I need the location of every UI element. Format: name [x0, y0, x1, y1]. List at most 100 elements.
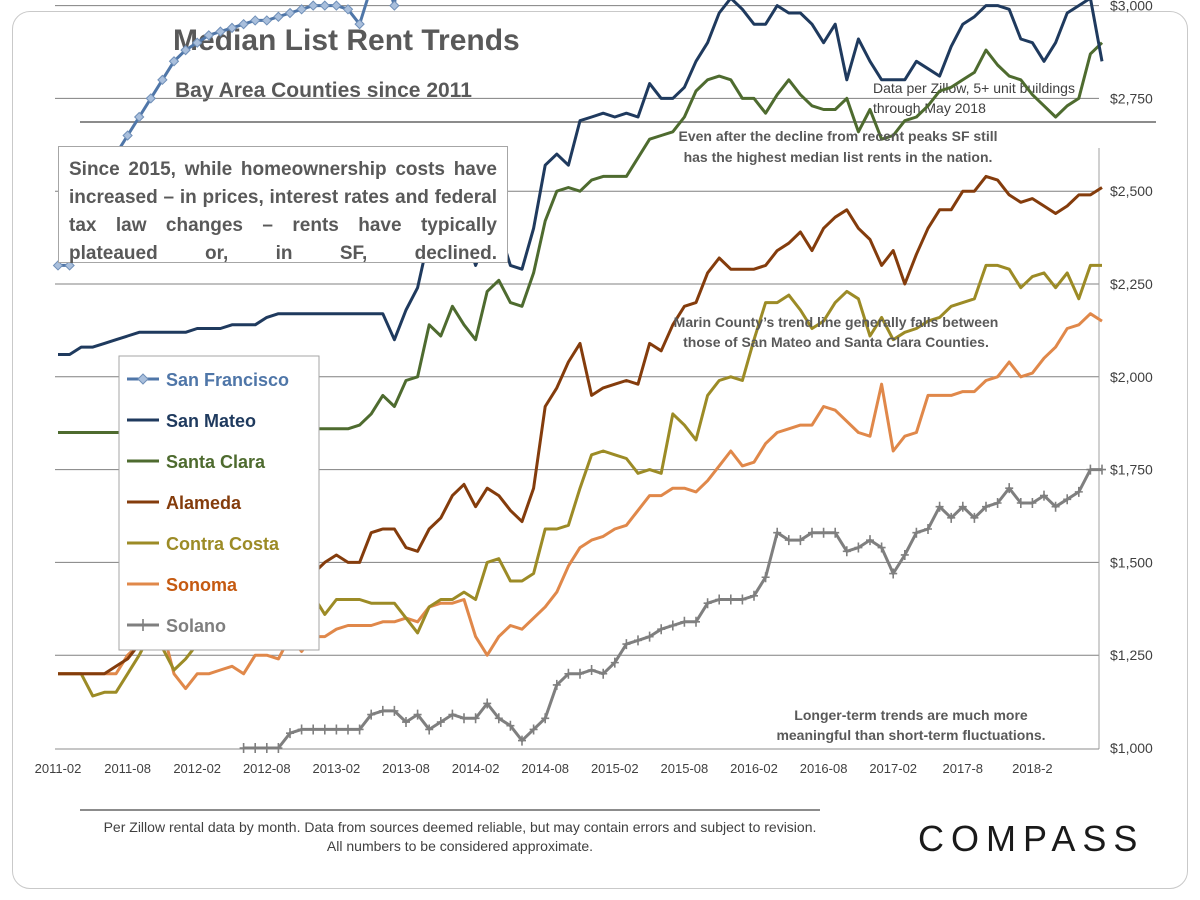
- legend-label: San Mateo: [166, 411, 256, 431]
- data-point: [389, 0, 400, 11]
- series-sonoma: [58, 312, 1103, 691]
- data-point: [402, 717, 410, 728]
- y-tick-label: $1,500: [1110, 554, 1153, 570]
- data-point: [448, 709, 457, 720]
- series-solano: [239, 464, 1106, 753]
- data-point: [1040, 490, 1048, 501]
- data-point: [1074, 486, 1083, 497]
- data-point: [1051, 501, 1060, 512]
- x-tick-label: 2012-02: [173, 761, 221, 776]
- data-point: [506, 720, 515, 731]
- series-san-mateo: [58, 0, 1104, 356]
- data-point: [831, 527, 840, 538]
- y-tick-label: $2,000: [1110, 369, 1153, 385]
- data-point: [367, 709, 376, 720]
- data-point: [715, 594, 724, 605]
- data-point: [273, 11, 284, 22]
- data-point: [342, 4, 354, 15]
- data-point: [284, 7, 296, 19]
- data-point: [947, 512, 956, 523]
- data-point: [622, 639, 631, 650]
- data-point: [52, 260, 64, 271]
- x-tick-label: 2017-8: [943, 761, 983, 776]
- data-point: [1098, 464, 1106, 475]
- data-point: [180, 44, 191, 56]
- data-point: [332, 724, 341, 735]
- data-point: [796, 535, 805, 546]
- data-point: [889, 568, 898, 579]
- data-point: [993, 498, 1002, 509]
- data-point: [680, 616, 689, 627]
- data-point: [958, 501, 967, 512]
- data-point: [483, 698, 492, 709]
- data-point: [1016, 498, 1025, 509]
- data-point: [877, 542, 886, 553]
- data-point: [576, 668, 584, 679]
- legend-item: Contra Costa: [127, 534, 280, 554]
- data-point: [645, 631, 654, 642]
- legend-label: Solano: [166, 616, 226, 636]
- insight-callout: Since 2015, while homeownership costs ha…: [58, 146, 508, 264]
- data-point: [355, 724, 364, 735]
- data-point: [692, 616, 700, 627]
- data-point: [657, 624, 666, 635]
- x-tick-label: 2012-08: [243, 761, 291, 776]
- annotation-longterm: Longer-term trends are much more meaningf…: [776, 707, 1045, 743]
- data-point: [808, 527, 816, 538]
- data-point: [703, 598, 712, 609]
- data-point: [970, 512, 979, 523]
- data-point: [425, 724, 434, 735]
- legend-label: Santa Clara: [166, 452, 266, 472]
- data-point: [668, 620, 677, 631]
- x-tick-label: 2011-02: [35, 761, 82, 776]
- legend-label: San Francisco: [166, 370, 289, 390]
- data-point: [64, 260, 75, 271]
- data-point: [262, 743, 271, 753]
- data-point: [982, 501, 990, 512]
- legend-label: Contra Costa: [166, 534, 280, 554]
- legend-marker: [137, 373, 149, 385]
- data-point: [460, 713, 468, 724]
- data-point: [354, 18, 365, 30]
- data-point: [413, 709, 422, 720]
- data-point: [773, 527, 782, 538]
- data-point: [750, 590, 758, 601]
- data-point: [599, 668, 608, 679]
- x-tick-label: 2018-2: [1012, 761, 1052, 776]
- data-point: [191, 37, 203, 48]
- data-point: [634, 635, 642, 646]
- data-point: [924, 523, 932, 534]
- series-line: [58, 312, 1103, 691]
- data-point: [900, 549, 909, 560]
- data-point: [378, 705, 387, 716]
- y-tick-label: $3,000: [1110, 0, 1153, 14]
- legend-item: Sonoma: [127, 575, 238, 595]
- legend-label: Sonoma: [166, 575, 238, 595]
- data-point: [738, 594, 747, 605]
- data-point: [133, 111, 145, 123]
- data-point: [296, 4, 307, 15]
- data-point: [518, 735, 526, 746]
- data-point: [610, 657, 619, 668]
- data-point: [251, 743, 260, 753]
- y-axis-ticks: $1,000 $1,250 $1,500 $1,750 $2,000 $2,250 $2,5…: [1110, 0, 1153, 756]
- data-point: [390, 705, 399, 716]
- data-point: [912, 527, 921, 538]
- data-point: [436, 717, 445, 728]
- data-point: [122, 130, 133, 141]
- data-point: [761, 572, 770, 583]
- data-point: [261, 15, 273, 26]
- x-tick-label: 2013-02: [313, 761, 361, 776]
- chart-legend: San Francisco San Mateo Santa Clara Alameda…: [118, 355, 320, 651]
- annotation-sf: Even after the decline from recent peaks…: [679, 128, 998, 165]
- data-point: [529, 724, 538, 735]
- data-point: [238, 18, 249, 30]
- x-tick-label: 2015-02: [591, 761, 639, 776]
- data-point: [168, 56, 180, 67]
- legend-item: San Mateo: [127, 411, 256, 431]
- data-point: [1005, 483, 1014, 494]
- data-point: [226, 22, 238, 34]
- legend-label: Alameda: [166, 493, 242, 513]
- data-point: [297, 724, 306, 735]
